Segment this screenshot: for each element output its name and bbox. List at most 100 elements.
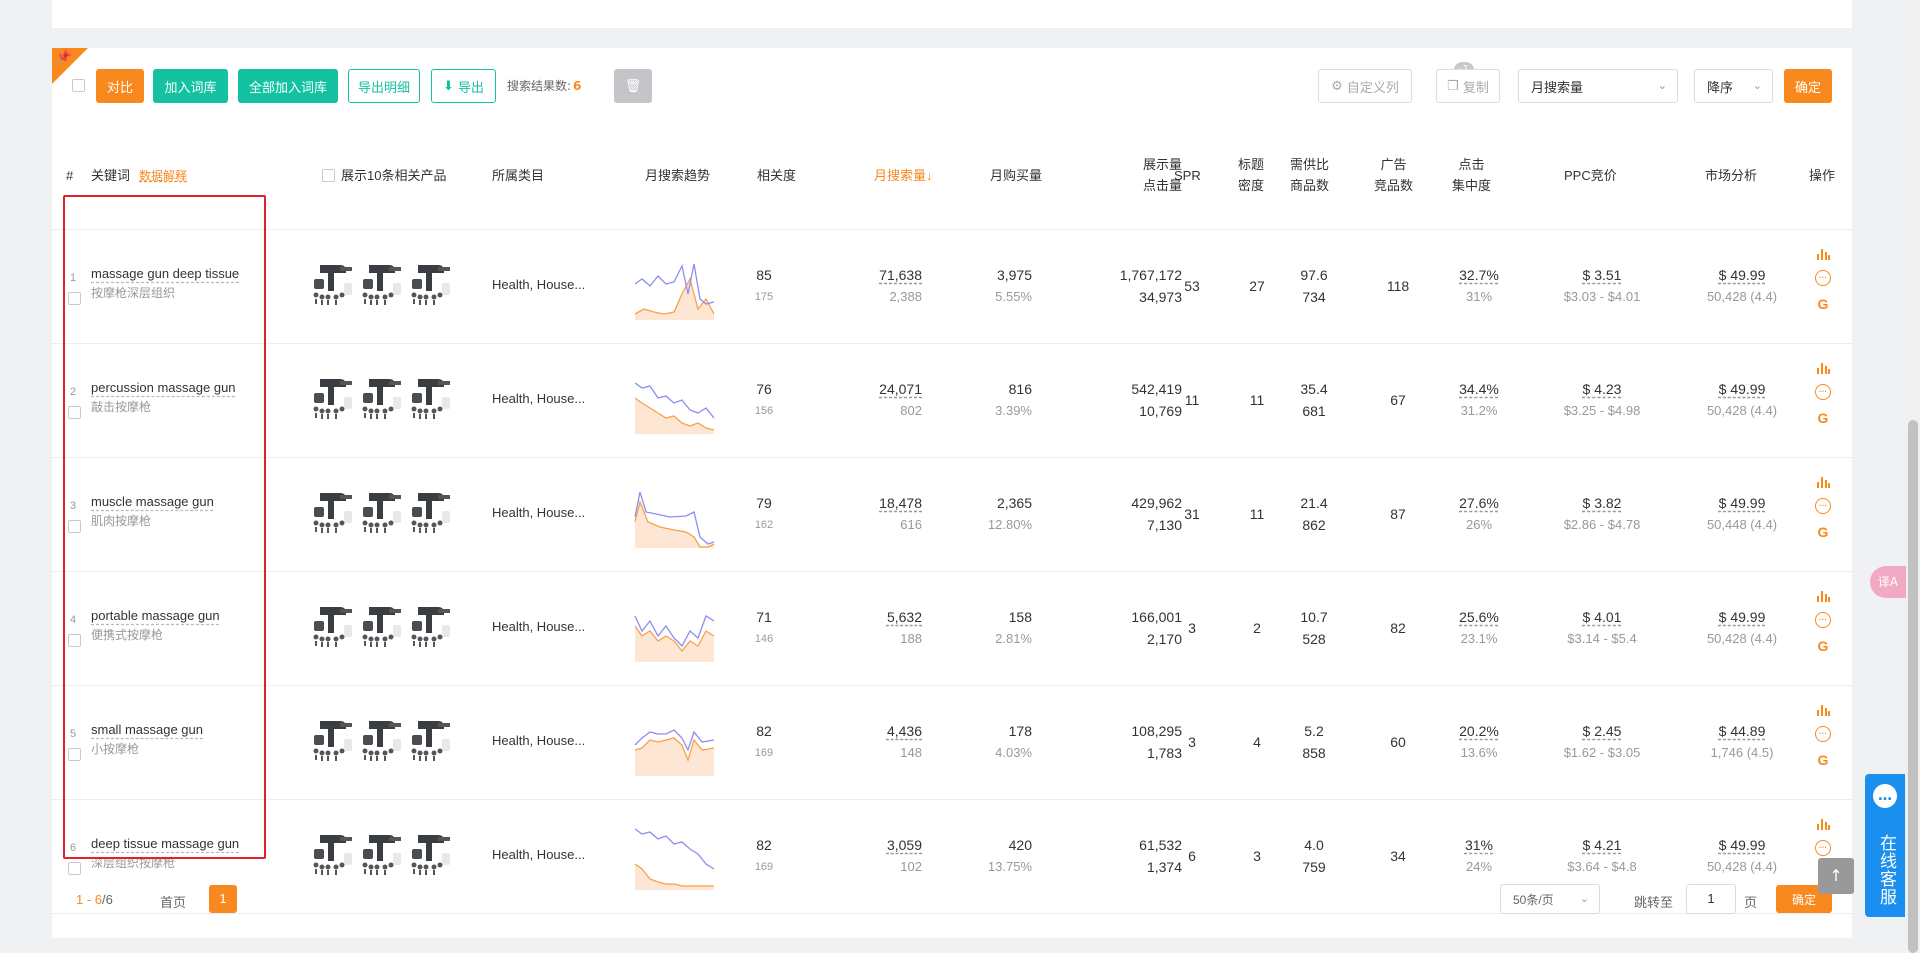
trend-sparkline[interactable] xyxy=(630,254,720,327)
sort-order-select[interactable]: 降序 ⌄ xyxy=(1694,69,1773,103)
monthly-search-value[interactable]: 5,632 xyxy=(886,609,922,625)
header-spr[interactable]: SPR xyxy=(1174,168,1201,183)
sort-confirm-button[interactable]: 确定 xyxy=(1784,69,1832,103)
header-ad-products[interactable]: 广告 竞品数 xyxy=(1374,154,1413,196)
header-relevance[interactable]: 相关度 xyxy=(757,168,797,183)
market-price[interactable]: $ 49.99 xyxy=(1718,381,1766,397)
scrollbar-thumb[interactable] xyxy=(1908,420,1918,953)
ppc-value[interactable]: $ 3.51 xyxy=(1582,267,1622,283)
google-icon[interactable]: G xyxy=(1817,296,1829,312)
data-explain-link[interactable]: 数据解释 xyxy=(139,165,187,187)
header-show-products[interactable]: 展示10条相关产品 xyxy=(322,165,446,186)
copy-button[interactable]: ❐ 复制 xyxy=(1436,69,1500,103)
ppc-value[interactable]: $ 3.82 xyxy=(1582,495,1622,511)
customer-service-panel[interactable]: … 在线客服 xyxy=(1865,774,1905,917)
product-image[interactable] xyxy=(310,487,356,533)
select-all-checkbox[interactable] xyxy=(72,79,85,92)
product-image[interactable] xyxy=(359,373,405,419)
per-page-select[interactable]: 50条/页 ⌄ xyxy=(1500,884,1600,914)
google-icon[interactable]: G xyxy=(1817,638,1829,654)
row-checkbox[interactable] xyxy=(68,406,81,419)
more-icon[interactable]: ··· xyxy=(1815,270,1831,286)
product-image[interactable] xyxy=(359,829,405,875)
product-image[interactable] xyxy=(359,715,405,761)
product-image[interactable] xyxy=(408,373,454,419)
keyword-link[interactable]: deep tissue massage gun xyxy=(91,836,240,851)
category-cell[interactable]: Health, House... xyxy=(492,505,586,520)
bar-chart-icon[interactable] xyxy=(1815,360,1831,376)
first-page-link[interactable]: 首页 xyxy=(160,895,187,910)
monthly-search-value[interactable]: 3,059 xyxy=(886,837,922,853)
ppc-value[interactable]: $ 4.23 xyxy=(1582,381,1622,397)
jump-page-input[interactable]: 1 xyxy=(1686,884,1736,914)
bar-chart-icon[interactable] xyxy=(1815,702,1831,718)
pin-corner[interactable]: 📌 xyxy=(52,48,88,84)
add-all-to-lib-button[interactable]: 全部加入词库 xyxy=(238,69,338,103)
product-image[interactable] xyxy=(408,487,454,533)
more-icon[interactable]: ··· xyxy=(1815,612,1831,628)
market-price[interactable]: $ 49.99 xyxy=(1718,609,1766,625)
monthly-search-value[interactable]: 24,071 xyxy=(879,381,922,397)
click-concentration-value[interactable]: 34.4% xyxy=(1459,381,1499,397)
back-to-top-button[interactable]: ↑ xyxy=(1818,858,1854,894)
click-concentration-value[interactable]: 27.6% xyxy=(1459,495,1499,511)
row-checkbox[interactable] xyxy=(68,862,81,875)
more-icon[interactable]: ··· xyxy=(1815,840,1831,856)
category-cell[interactable]: Health, House... xyxy=(492,619,586,634)
header-keyword[interactable]: 关键词 xyxy=(91,168,131,183)
trend-sparkline[interactable] xyxy=(630,368,720,441)
product-image[interactable] xyxy=(310,715,356,761)
keyword-link[interactable]: portable massage gun xyxy=(91,608,220,623)
keyword-link[interactable]: percussion massage gun xyxy=(91,380,236,395)
row-checkbox[interactable] xyxy=(68,292,81,305)
product-image[interactable] xyxy=(408,259,454,305)
delete-button[interactable]: 🗑 xyxy=(614,69,652,103)
product-image[interactable] xyxy=(359,601,405,647)
keyword-link[interactable]: massage gun deep tissue xyxy=(91,266,240,281)
product-image[interactable] xyxy=(408,715,454,761)
trend-sparkline[interactable] xyxy=(630,482,720,555)
product-image[interactable] xyxy=(310,601,356,647)
bar-chart-icon[interactable] xyxy=(1815,816,1831,832)
header-monthly-purchase[interactable]: 月购买量 xyxy=(990,168,1043,183)
market-price[interactable]: $ 49.99 xyxy=(1718,837,1766,853)
bar-chart-icon[interactable] xyxy=(1815,474,1831,490)
more-icon[interactable]: ··· xyxy=(1815,726,1831,742)
product-image[interactable] xyxy=(359,259,405,305)
compare-button[interactable]: 对比 xyxy=(96,69,144,103)
google-icon[interactable]: G xyxy=(1817,410,1829,426)
market-price[interactable]: $ 49.99 xyxy=(1718,267,1766,283)
page-1-button[interactable]: 1 xyxy=(209,885,237,913)
monthly-search-value[interactable]: 71,638 xyxy=(879,267,922,283)
product-image[interactable] xyxy=(408,601,454,647)
category-cell[interactable]: Health, House... xyxy=(492,277,586,292)
category-cell[interactable]: Health, House... xyxy=(492,847,586,862)
click-concentration-value[interactable]: 25.6% xyxy=(1459,609,1499,625)
bar-chart-icon[interactable] xyxy=(1815,588,1831,604)
product-image[interactable] xyxy=(310,829,356,875)
header-impressions-clicks[interactable]: 展示量 点击量 xyxy=(1118,154,1182,196)
category-cell[interactable]: Health, House... xyxy=(492,391,586,406)
row-checkbox[interactable] xyxy=(68,520,81,533)
export-detail-button[interactable]: 导出明细 xyxy=(348,69,420,103)
trend-sparkline[interactable] xyxy=(630,596,720,669)
google-icon[interactable]: G xyxy=(1817,752,1829,768)
product-image[interactable] xyxy=(310,373,356,419)
category-cell[interactable]: Health, House... xyxy=(492,733,586,748)
ppc-value[interactable]: $ 4.01 xyxy=(1582,609,1622,625)
header-title-density[interactable]: 标题 密度 xyxy=(1238,154,1264,196)
click-concentration-value[interactable]: 20.2% xyxy=(1459,723,1499,739)
ppc-value[interactable]: $ 2.45 xyxy=(1582,723,1622,739)
row-checkbox[interactable] xyxy=(68,634,81,647)
ppc-value[interactable]: $ 4.21 xyxy=(1582,837,1622,853)
header-supply-demand[interactable]: 需供比 商品数 xyxy=(1290,154,1329,196)
add-to-lib-button[interactable]: 加入词库 xyxy=(153,69,228,103)
header-ppc[interactable]: PPC竞价 xyxy=(1564,168,1617,183)
trend-sparkline[interactable] xyxy=(630,824,720,897)
keyword-link[interactable]: muscle massage gun xyxy=(91,494,214,509)
click-concentration-value[interactable]: 31% xyxy=(1464,837,1494,853)
monthly-search-value[interactable]: 18,478 xyxy=(879,495,922,511)
google-icon[interactable]: G xyxy=(1817,524,1829,540)
monthly-search-value[interactable]: 4,436 xyxy=(886,723,922,739)
sort-field-select[interactable]: 月搜索量 ⌄ xyxy=(1518,69,1678,103)
